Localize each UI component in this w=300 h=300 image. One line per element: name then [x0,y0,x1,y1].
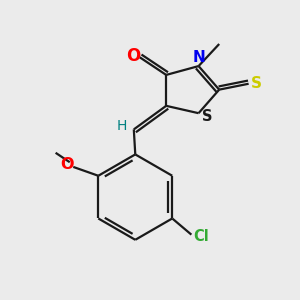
Text: S: S [250,76,262,91]
Text: O: O [60,157,74,172]
Text: S: S [202,109,213,124]
Text: H: H [116,119,127,133]
Text: Cl: Cl [193,229,209,244]
Text: O: O [126,47,140,65]
Text: N: N [193,50,206,65]
